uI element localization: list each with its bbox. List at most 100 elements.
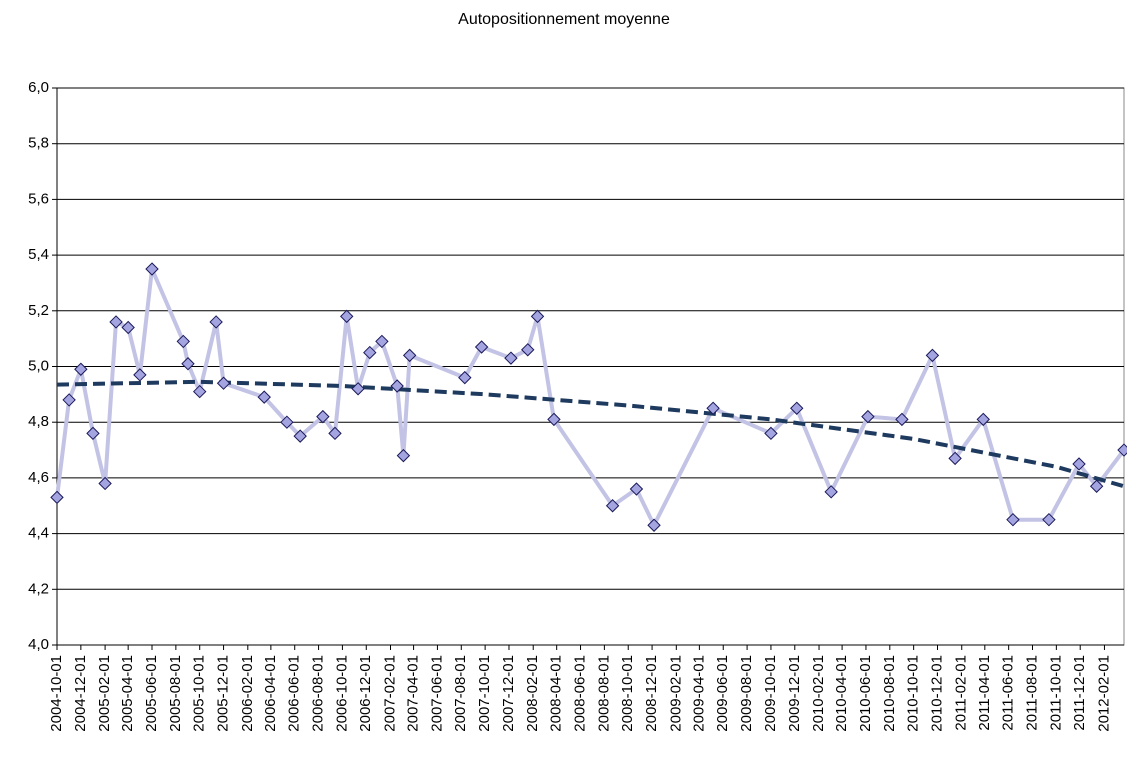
y-tick-label: 5,0: [28, 357, 49, 374]
x-tick-label: 2009-08-01: [738, 655, 755, 732]
data-point: [98, 476, 112, 491]
x-tick-label: 2007-02-01: [381, 655, 398, 732]
chart-title: Autopositionnement moyenne: [458, 11, 670, 28]
data-point: [145, 262, 159, 276]
data-point: [293, 429, 307, 443]
x-tick-label: 2005-02-01: [96, 655, 113, 732]
data-point: [504, 351, 518, 365]
x-tick-label: 2005-06-01: [143, 655, 160, 732]
x-tick-label: 2005-10-01: [191, 655, 208, 732]
data-point: [86, 426, 100, 441]
data-point: [193, 384, 207, 399]
data-point: [109, 315, 123, 329]
trend-line: [56, 379, 1125, 489]
data-point: [976, 412, 990, 427]
x-tick-label: 2010-02-01: [810, 655, 827, 732]
x-tick-label: 2009-02-01: [667, 655, 684, 732]
x-tick-label: 2006-10-01: [333, 655, 350, 732]
x-tick-label: 2011-10-01: [1047, 655, 1064, 731]
x-tick-label: 2006-12-01: [357, 655, 374, 732]
data-point: [328, 426, 342, 441]
x-tick-label: 2004-10-01: [48, 655, 65, 732]
y-tick-label: 4,4: [28, 525, 49, 542]
data-point: [948, 451, 962, 466]
x-tick-label: 2011-02-01: [953, 655, 970, 731]
x-tick-label: 2009-04-01: [690, 655, 707, 732]
x-tick-label: 2006-02-01: [239, 655, 256, 732]
data-point: [50, 490, 64, 505]
x-tick-label: 2005-08-01: [167, 655, 184, 732]
data-point: [280, 415, 294, 429]
data-point: [629, 482, 644, 496]
data-point: [547, 412, 561, 427]
x-tick-label: 2011-06-01: [1000, 655, 1017, 731]
y-tick-label: 6,0: [28, 79, 49, 96]
y-tick-label: 5,8: [28, 135, 49, 152]
data-point: [121, 320, 135, 335]
data-point: [647, 518, 661, 532]
data-point: [895, 412, 909, 427]
y-tick-label: 4,6: [28, 469, 49, 486]
data-point: [521, 343, 535, 357]
y-tick-label: 5,4: [28, 246, 49, 263]
data-point: [764, 426, 778, 441]
data-point: [1117, 443, 1127, 457]
data-point: [1072, 457, 1086, 471]
data-point: [216, 376, 231, 390]
x-tick-label: 2010-12-01: [928, 655, 945, 732]
data-point: [316, 409, 330, 424]
data-point: [74, 362, 88, 376]
x-tick-label: 2009-12-01: [786, 655, 803, 732]
data-point: [209, 315, 223, 329]
data-point: [396, 448, 411, 463]
data-point: [390, 379, 404, 393]
x-tick-label: 2007-06-01: [428, 655, 445, 732]
x-tick-label: 2006-06-01: [286, 655, 303, 732]
data-point: [458, 370, 472, 385]
y-tick-label: 4,0: [28, 636, 49, 653]
x-tick-label: 2008-02-01: [524, 655, 541, 732]
data-point: [706, 401, 720, 415]
x-tick-label: 2005-04-01: [119, 655, 136, 732]
data-point: [257, 390, 271, 404]
y-tick-label: 5,6: [28, 190, 49, 207]
x-tick-label: 2008-06-01: [571, 655, 588, 732]
data-point: [351, 382, 365, 396]
x-tick-label: 2005-12-01: [215, 655, 232, 732]
x-tick-label: 2007-04-01: [405, 655, 422, 732]
x-tick-label: 2007-10-01: [476, 655, 493, 732]
x-tick-label: 2011-04-01: [976, 655, 993, 731]
x-tick-label: 2007-12-01: [500, 655, 517, 732]
x-tick-label: 2008-10-01: [619, 655, 636, 732]
data-point: [181, 357, 195, 371]
x-tick-label: 2009-10-01: [762, 655, 779, 732]
data-point: [530, 309, 545, 324]
series-line: [55, 267, 1126, 528]
data-point: [861, 409, 875, 424]
data-point: [474, 340, 489, 354]
x-tick-label: 2012-02-01: [1095, 655, 1112, 732]
y-tick-label: 4,8: [28, 413, 49, 430]
data-point: [176, 334, 190, 349]
x-tick-label: 2009-06-01: [714, 655, 731, 732]
x-tick-label: 2010-04-01: [833, 655, 850, 732]
x-tick-label: 2008-12-01: [643, 655, 660, 732]
x-tick-label: 2008-08-01: [595, 655, 612, 732]
x-tick-label: 2006-08-01: [310, 655, 327, 732]
data-point: [1006, 512, 1020, 527]
data-point: [62, 393, 76, 407]
x-tick-label: 2010-06-01: [857, 655, 874, 732]
x-tick-label: 2006-04-01: [262, 655, 279, 732]
y-tick-label: 4,2: [28, 580, 49, 597]
x-tick-label: 2010-10-01: [905, 655, 922, 732]
data-point: [340, 309, 354, 324]
data-point: [1042, 512, 1056, 527]
data-point: [824, 485, 838, 499]
data-point: [605, 499, 620, 513]
x-tick-label: 2010-08-01: [881, 655, 898, 732]
data-point: [133, 368, 147, 382]
x-tick-label: 2011-08-01: [1023, 655, 1040, 731]
x-tick-label: 2011-12-01: [1071, 655, 1088, 731]
data-point: [925, 348, 940, 363]
